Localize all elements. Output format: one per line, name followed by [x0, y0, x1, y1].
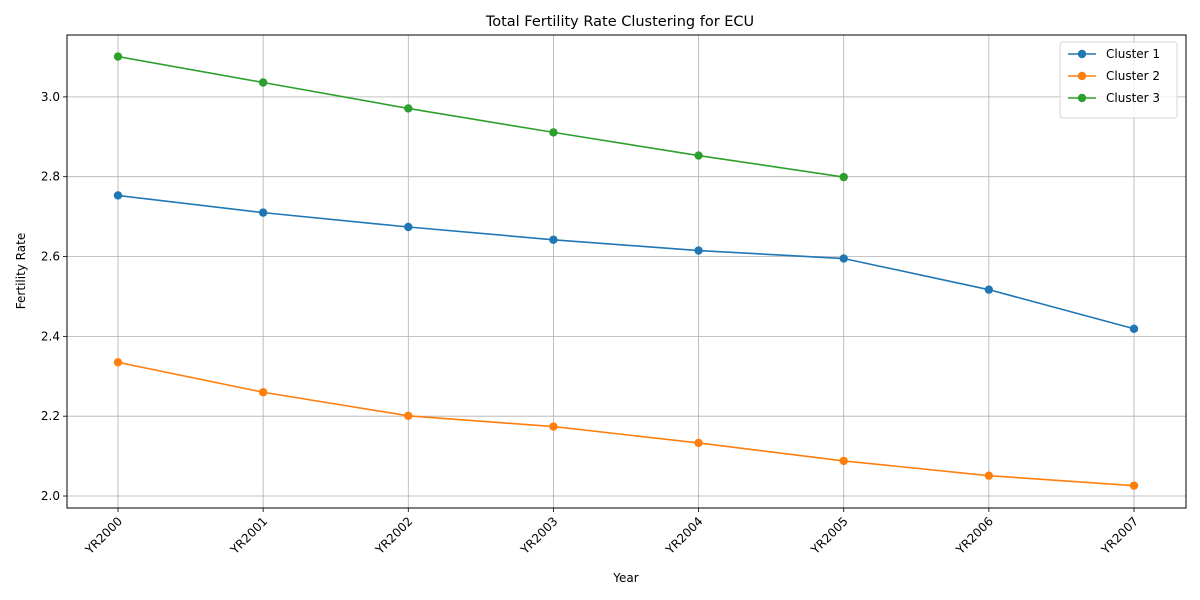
data-point [404, 411, 413, 420]
legend-item: Cluster 2 [1068, 69, 1160, 83]
data-point [404, 222, 413, 232]
data-point [1129, 481, 1139, 490]
legend-marker [1077, 71, 1087, 81]
chart-title: Total Fertility Rate Clustering for ECU [485, 14, 754, 30]
legend-label: Cluster 3 [1106, 91, 1160, 105]
y-tick-label: 3.0 [41, 90, 60, 104]
legend-box [1059, 41, 1178, 119]
y-tick-label: 2.4 [41, 329, 60, 343]
y-tick-label: 2.2 [41, 409, 60, 423]
legend-item: Cluster 3 [1068, 91, 1160, 105]
data-point [839, 456, 848, 466]
legend-item: Cluster 1 [1068, 47, 1160, 61]
data-point [984, 471, 994, 480]
plot-frame [66, 34, 1187, 509]
data-point [1129, 324, 1139, 333]
legend-marker [1077, 93, 1087, 103]
data-point [839, 254, 848, 263]
legend-marker [1077, 49, 1087, 59]
legend-label: Cluster 1 [1106, 47, 1160, 61]
data-point [984, 285, 994, 294]
data-point [549, 422, 558, 431]
series-layer [113, 52, 1139, 490]
series-1 [113, 191, 1139, 333]
data-point [549, 235, 558, 244]
y-tick-label: 2.6 [41, 250, 60, 264]
data-point [258, 208, 268, 217]
x-axis-label: Year [612, 571, 638, 585]
y-axis-ticks: 2.0 2.2 2.4 2.6 2.8 3.0 [41, 90, 67, 503]
data-point [113, 191, 123, 200]
series-3 [113, 52, 848, 182]
y-axis-label: Fertility Rate [14, 233, 28, 309]
data-point [404, 104, 413, 113]
data-point [258, 388, 268, 397]
data-point [694, 246, 703, 255]
y-tick-label: 2.8 [41, 170, 60, 184]
series-line [117, 55, 844, 178]
series-line [117, 194, 1135, 330]
y-tick-label: 2.0 [41, 489, 60, 503]
data-point [694, 151, 703, 160]
legend: Cluster 1 Cluster 2 Cluster 3 [1059, 41, 1178, 119]
data-point [258, 78, 268, 87]
data-point [839, 172, 848, 182]
series-2 [113, 358, 1139, 490]
series-line [117, 361, 1135, 487]
legend-label: Cluster 2 [1106, 69, 1160, 83]
data-point [113, 52, 123, 61]
data-point [694, 438, 703, 448]
data-point [549, 128, 558, 137]
data-point [113, 358, 123, 367]
plot-area [67, 35, 1186, 508]
